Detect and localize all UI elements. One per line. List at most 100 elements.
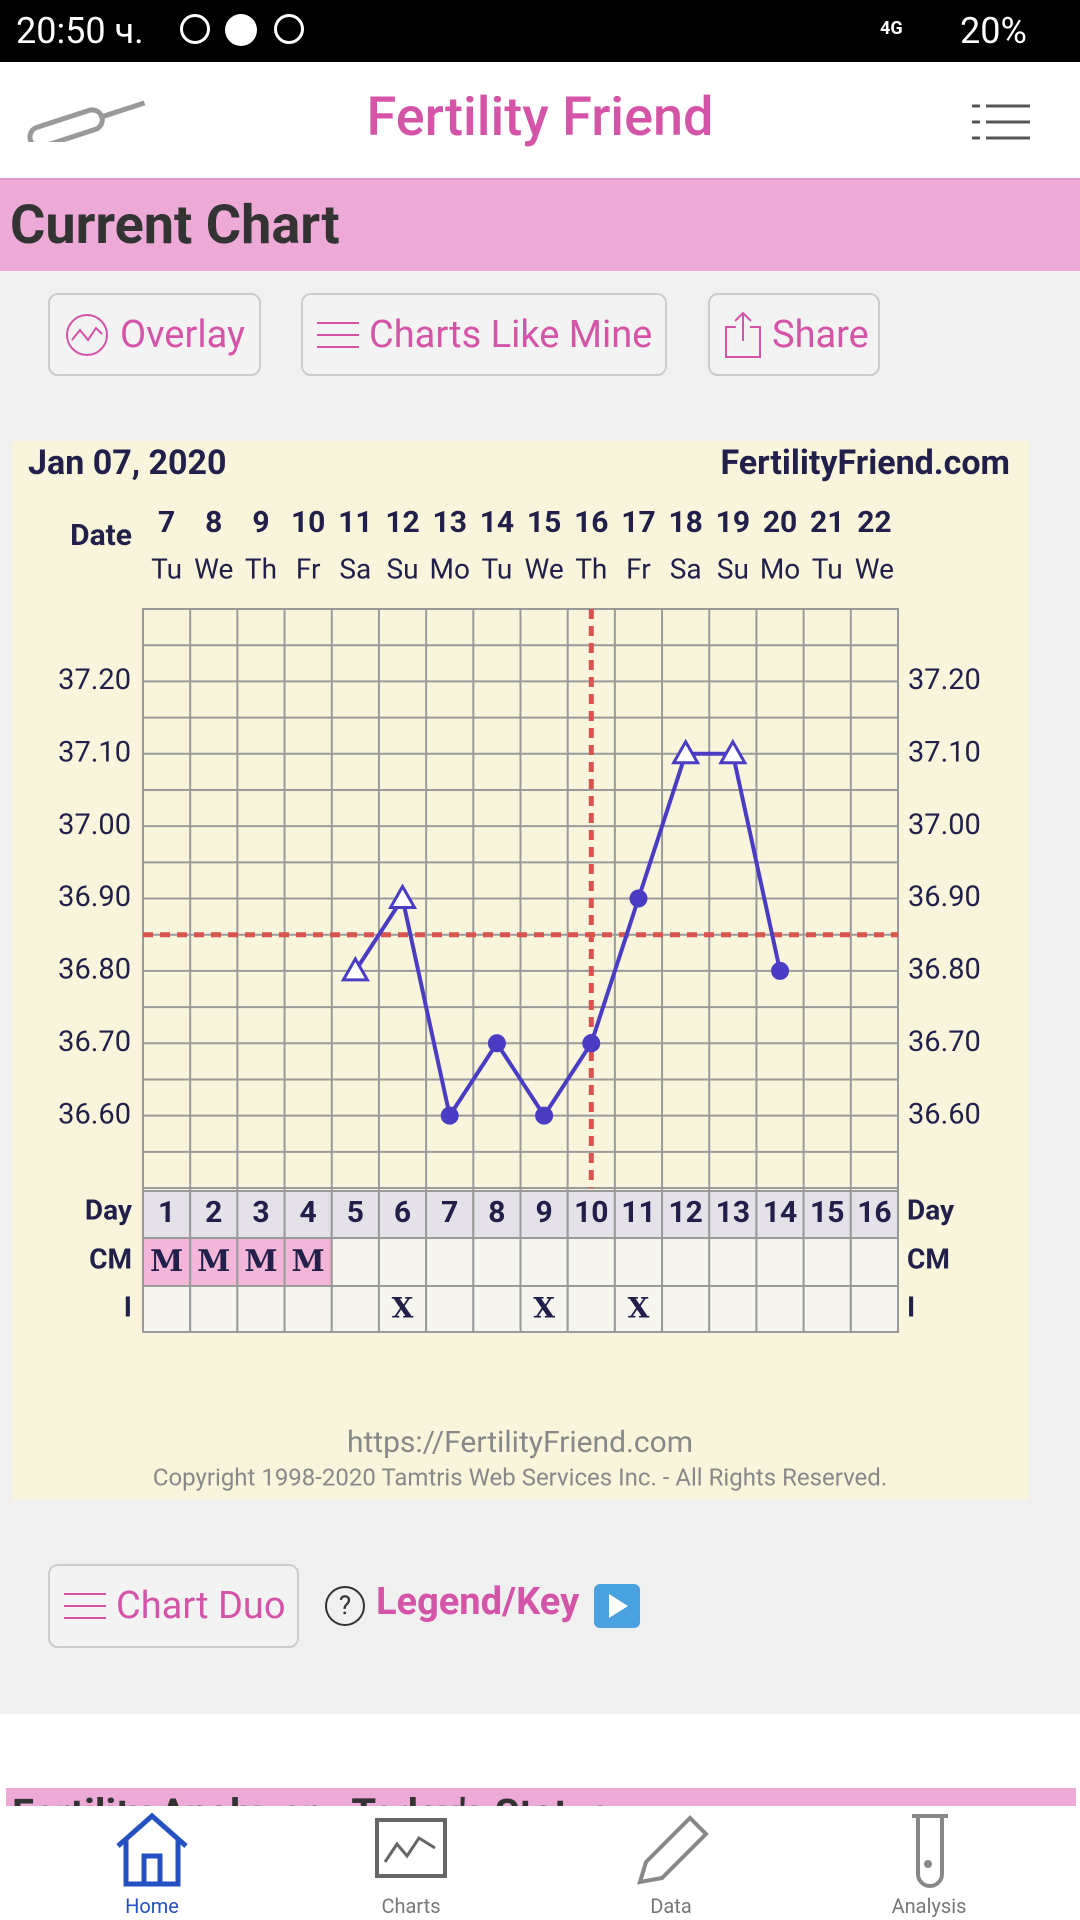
cycle-day: 14 [763, 1195, 797, 1230]
date-label: 19 [716, 505, 750, 540]
weekday-label: Th [575, 552, 607, 585]
cycle-day: 4 [300, 1195, 317, 1230]
i-cell [849, 1285, 899, 1333]
cm-cell [519, 1237, 569, 1287]
date-label: 22 [857, 505, 891, 540]
label: Charts [381, 1894, 441, 1918]
icon [725, 311, 761, 358]
chart-duo-button[interactable]: Chart Duo [48, 1564, 299, 1648]
day-cell [613, 1190, 664, 1239]
intercourse-mark: X [533, 1292, 555, 1325]
nav-data[interactable]: Data [571, 1806, 771, 1918]
battery: 20% [960, 10, 1027, 52]
section-title: Current Chart [10, 194, 340, 257]
cm-cell [708, 1237, 758, 1287]
weekday-label: We [194, 552, 233, 585]
cycle-day: 9 [535, 1195, 552, 1230]
date-label: 17 [621, 505, 655, 540]
cycle-day: 6 [394, 1195, 411, 1230]
icon [66, 313, 108, 356]
next-section-title: Fertility Analyzer - Today's Status [12, 1790, 611, 1806]
date-label: 13 [433, 505, 467, 540]
analysis-icon [912, 1814, 948, 1888]
y-tick-label: 36.60 [58, 1097, 131, 1131]
cycle-day: 13 [716, 1195, 750, 1230]
day-label: Day [85, 1193, 133, 1226]
nav-charts[interactable]: Charts [311, 1806, 511, 1918]
point [582, 1034, 601, 1053]
day-cell [283, 1190, 333, 1239]
i-cell [236, 1285, 286, 1333]
y-tick-label: 37.10 [908, 735, 981, 769]
point [771, 961, 790, 980]
weekday-label: Sa [670, 552, 702, 585]
icon [225, 14, 257, 46]
point [718, 738, 748, 765]
y-tick-label: 36.90 [58, 880, 131, 914]
cm-value: M [244, 1244, 277, 1279]
y-tick-label: 36.70 [908, 1025, 981, 1059]
cycle-day: 11 [621, 1195, 655, 1230]
menu[interactable] [972, 102, 1032, 142]
i-cell [566, 1285, 616, 1333]
share-button[interactable]: Share [708, 293, 880, 376]
weekday-label: Fr [296, 552, 321, 585]
date-label: 14 [480, 505, 514, 540]
point [340, 955, 370, 982]
i-cell [613, 1285, 664, 1333]
icon [274, 14, 304, 44]
weekday-label: Mo [760, 552, 800, 585]
charts-like-mine-button[interactable]: Charts Like Mine [301, 293, 667, 376]
day-label: Day [907, 1193, 955, 1226]
y-tick-label: 36.90 [908, 880, 981, 914]
weekday-label: Mo [430, 552, 470, 585]
point [487, 1034, 506, 1053]
i-label: I [124, 1290, 132, 1323]
i-cell [708, 1285, 758, 1333]
cm-cell [802, 1237, 852, 1287]
time: 20:50 ч. [16, 10, 144, 52]
y-tick-label: 36.70 [58, 1025, 131, 1059]
date-label: Date [70, 518, 132, 553]
y-tick-label: 37.20 [58, 663, 131, 697]
y-tick-label: 37.10 [58, 735, 131, 769]
i-cell [661, 1285, 711, 1333]
date-label: 11 [338, 505, 372, 540]
y-tick-label: 37.00 [58, 808, 131, 842]
chart: Jan 07, 2020 FertilityFriend.com Date Da… [12, 441, 1029, 1500]
cm-value: M [197, 1244, 230, 1279]
weekday-label: Su [717, 552, 749, 585]
day-cell [849, 1190, 899, 1239]
next-section-bar [6, 1788, 1076, 1806]
point [387, 883, 418, 909]
nav-analysis[interactable]: Analysis [829, 1806, 1029, 1918]
cm-cell [849, 1237, 899, 1287]
label: Analysis [891, 1894, 967, 1918]
icon [609, 1594, 628, 1618]
cycle-day: 5 [347, 1195, 364, 1230]
plot-border [142, 608, 899, 1189]
app-title: Fertility Friend [366, 86, 714, 149]
legend-link[interactable]: Legend/Key [376, 1580, 580, 1624]
i-cell [142, 1285, 192, 1333]
y-tick-label: 36.80 [908, 953, 981, 987]
help-icon: ? [325, 1586, 365, 1626]
status-bar: 20:50 ч. 4G 20% [0, 0, 1080, 62]
icon [64, 1593, 106, 1619]
next-section: Fertility Analyzer - Today's Status [0, 1714, 1080, 1806]
nav-home[interactable]: Home [52, 1806, 252, 1918]
play-icon[interactable] [594, 1584, 640, 1628]
day-cell [708, 1190, 758, 1239]
date-label: 15 [527, 505, 561, 540]
icon [180, 14, 210, 44]
date-label: 20 [763, 505, 797, 540]
y-tick-label: 36.80 [58, 953, 131, 987]
data-icon [637, 1815, 709, 1885]
home-icon [116, 1812, 188, 1887]
cm-cell [142, 1237, 192, 1287]
overlay-button[interactable]: Overlay [48, 293, 261, 376]
day-cell [566, 1190, 616, 1239]
date-label: 21 [810, 505, 844, 540]
i-cell [472, 1285, 522, 1333]
url: https://FertilityFriend.com [347, 1425, 693, 1460]
